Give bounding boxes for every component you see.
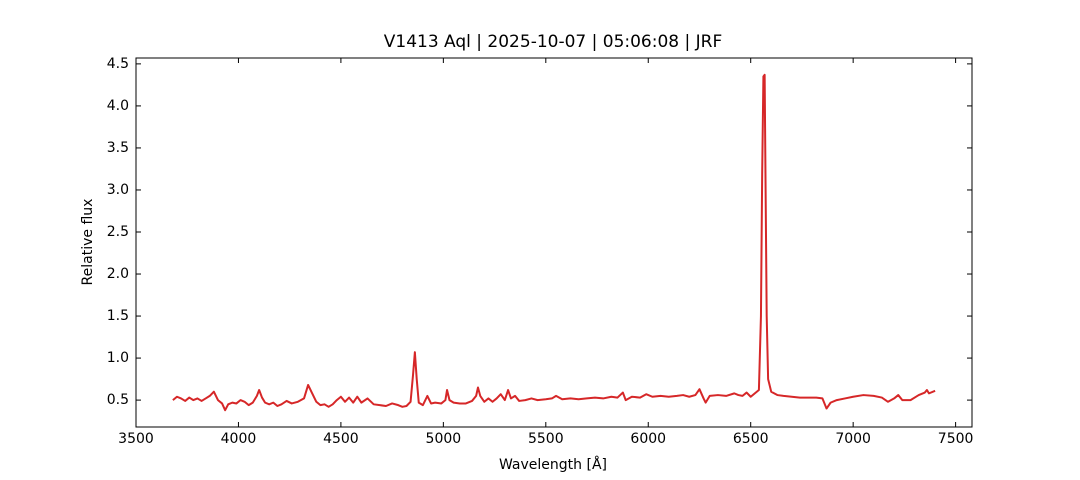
- spectrum-line: [172, 73, 936, 412]
- x-tick-label: 7000: [835, 431, 871, 447]
- y-tick-label: 2.5: [107, 224, 129, 240]
- y-tick-label: 0.5: [107, 392, 129, 408]
- y-tick-label: 4.5: [107, 56, 129, 72]
- x-axis-label: Wavelength [Å]: [499, 456, 607, 473]
- y-tick-label: 1.5: [107, 308, 129, 324]
- x-tick-label: 6000: [630, 431, 666, 447]
- y-tick-label: 1.0: [107, 350, 129, 366]
- y-tick-label: 2.0: [107, 266, 129, 282]
- y-axis-label: Relative flux: [80, 199, 96, 286]
- x-tick-label: 4500: [323, 431, 359, 447]
- x-tick-label: 6500: [733, 431, 769, 447]
- y-tick-label: 3.5: [107, 140, 129, 156]
- x-tick-label: 3500: [118, 431, 154, 447]
- y-tick-label: 3.0: [107, 182, 129, 198]
- x-tick-label: 4000: [221, 431, 257, 447]
- x-tick-label: 7500: [938, 431, 974, 447]
- y-tick-label: 4.0: [107, 98, 129, 114]
- x-tick-label: 5500: [528, 431, 564, 447]
- chart-title: V1413 Aql | 2025-10-07 | 05:06:08 | JRF: [384, 32, 723, 52]
- x-tick-label: 5000: [426, 431, 462, 447]
- plot-frame: [135, 57, 973, 428]
